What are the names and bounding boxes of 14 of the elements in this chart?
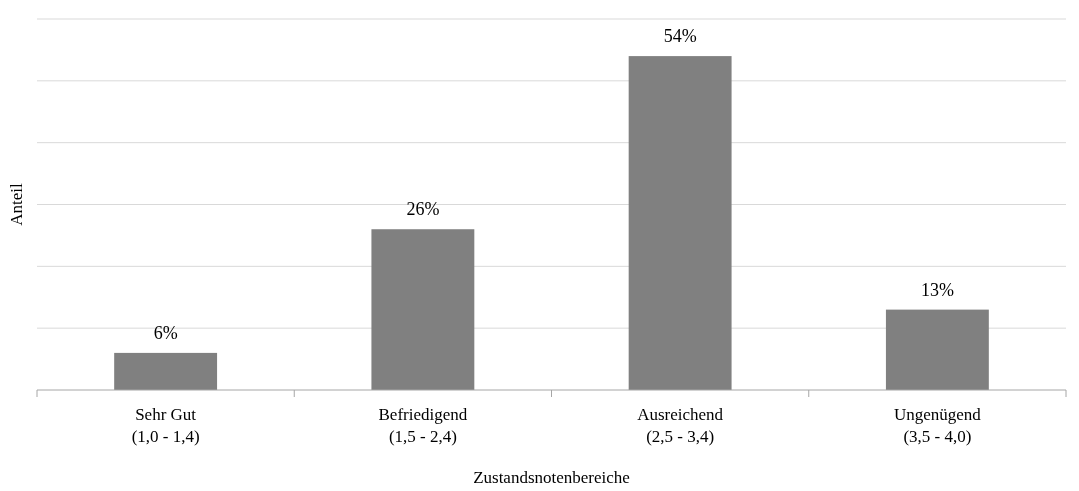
bar xyxy=(885,309,989,390)
x-tick-label: Ungenügend (3,5 - 4,0) xyxy=(893,405,982,446)
data-label: 13% xyxy=(920,279,954,300)
x-tick-label: Ausreichend (2,5 - 3,4) xyxy=(637,405,724,446)
bar xyxy=(371,229,475,390)
x-axis-title: Zustandsnotenbereiche xyxy=(473,468,630,487)
x-tick-label: Befriedigend (1,5 - 2,4) xyxy=(378,405,468,446)
data-label: 26% xyxy=(406,199,440,220)
x-tick-label: Sehr Gut (1,0 - 1,4) xyxy=(131,405,200,446)
data-label: 6% xyxy=(153,322,178,343)
y-axis-title: Anteil xyxy=(7,182,26,226)
bar xyxy=(628,56,732,390)
bar xyxy=(114,352,218,390)
data-label: 54% xyxy=(663,26,697,47)
